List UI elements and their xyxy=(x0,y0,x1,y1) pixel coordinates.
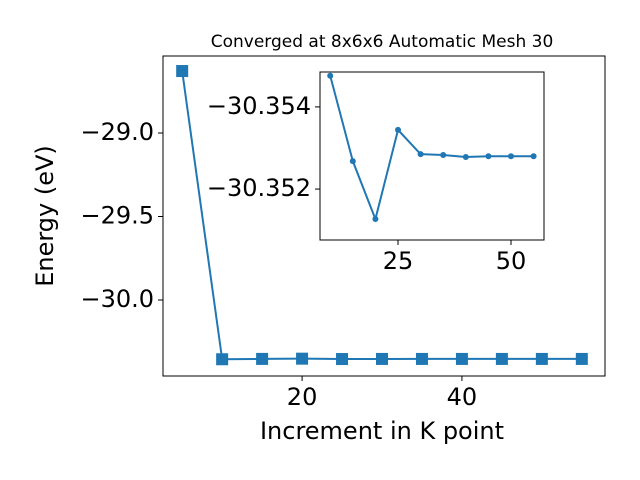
x-tick-label: 25 xyxy=(383,247,414,275)
x-tick-label: 50 xyxy=(496,247,527,275)
y-tick-label: −30.354 xyxy=(207,92,311,120)
marker xyxy=(455,352,468,365)
x-tick-label: 20 xyxy=(287,383,318,411)
marker xyxy=(349,158,356,165)
marker xyxy=(575,352,588,365)
marker xyxy=(216,353,229,366)
marker xyxy=(530,153,537,160)
chart-title: Converged at 8x6x6 Automatic Mesh 30 xyxy=(211,32,554,52)
marker xyxy=(376,352,389,365)
marker xyxy=(176,65,189,78)
marker xyxy=(495,352,508,365)
marker xyxy=(535,352,548,365)
x-axis-label: Increment in K point xyxy=(260,417,504,445)
y-tick-label: −29.0 xyxy=(80,118,154,146)
marker xyxy=(485,153,492,160)
marker xyxy=(296,352,309,365)
marker xyxy=(336,353,349,366)
y-axis-label: Energy (eV) xyxy=(31,145,59,287)
marker xyxy=(327,72,334,79)
marker xyxy=(372,216,379,223)
marker xyxy=(256,352,269,365)
x-tick-label: 40 xyxy=(447,383,478,411)
y-tick-label: −30.352 xyxy=(207,174,311,202)
marker xyxy=(440,151,447,158)
marker xyxy=(462,154,469,161)
marker xyxy=(415,352,428,365)
marker xyxy=(395,126,402,133)
y-tick-label: −29.5 xyxy=(80,202,154,230)
marker xyxy=(508,153,515,160)
y-tick-label: −30.0 xyxy=(80,285,154,313)
line xyxy=(329,75,534,223)
marker xyxy=(417,151,424,158)
